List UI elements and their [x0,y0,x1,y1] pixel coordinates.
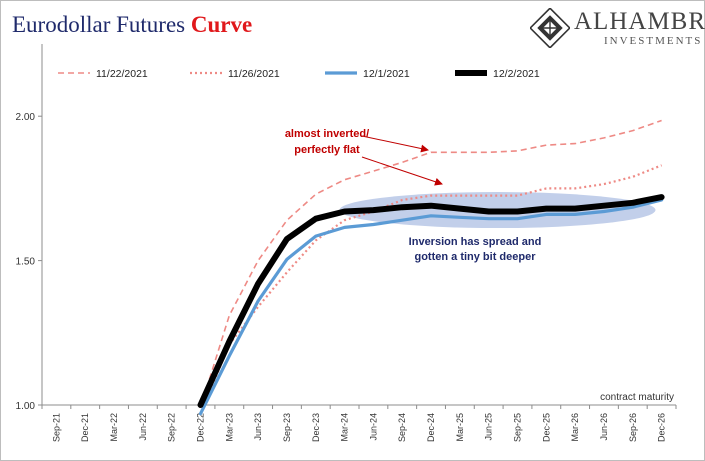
y-tick-label: 1.00 [16,401,36,412]
x-tick-label: Sep-26 [628,413,638,442]
annotation-inversion: Inversion has spread and gotten a tiny bi… [409,236,542,263]
x-tick-label: Jun-23 [253,413,263,441]
x-tick-label: Dec-25 [541,413,551,442]
legend-label: 12/2/2021 [493,68,540,80]
series-line [199,119,662,409]
annotation-inverted: almost inverted/perfectly flat [285,128,369,156]
x-tick-label: Jun-25 [484,413,494,441]
x-tick-label: Sep-21 [51,413,61,442]
legend-label: 12/1/2021 [363,68,410,80]
legend-label: 11/22/2021 [96,68,148,80]
x-axis-label: contract maturity [600,392,674,403]
x-tick-label: Sep-24 [397,413,407,442]
title-main: Eurodollar Futures [12,12,186,37]
annotation-arrow [361,156,443,186]
series-line [197,194,665,408]
y-tick-label: 2.00 [16,112,36,123]
x-tick-label: Mar-24 [340,413,350,442]
x-tick-label: Dec-24 [426,413,436,442]
legend-label: 11/26/2021 [228,68,280,80]
series-line [199,164,663,415]
x-tick-label: Sep-25 [513,413,523,442]
x-tick-label: Jun-24 [368,413,378,441]
x-tick-label: Jun-26 [599,413,609,441]
annotation-line: almost inverted/ [285,128,369,140]
x-tick-label: Jun-22 [138,413,148,441]
chart-title: Eurodollar Futures Curve [12,12,252,38]
x-tick-label: Dec-23 [311,413,321,442]
annotation-line: perfectly flat [294,144,360,156]
brand-logo: ALHAMBRA INVESTMENTS [528,6,705,50]
brand-diamond-icon [530,8,570,48]
x-tick-label: Sep-23 [282,413,292,442]
annotation-line: gotten a tiny bit deeper [414,251,536,263]
title-accent: Curve [190,12,253,37]
annotation-arrow [361,135,429,153]
brand-subtitle: INVESTMENTS [604,35,703,47]
y-tick-label: 1.50 [16,257,36,268]
x-tick-label: Sep-22 [167,413,177,442]
x-tick-label: Dec-26 [657,413,667,442]
x-tick-label: Mar-22 [109,413,119,442]
x-tick-label: Mar-25 [455,413,465,442]
x-tick-label: Mar-26 [570,413,580,442]
x-tick-label: Dec-21 [80,413,90,442]
brand-name: ALHAMBRA [574,8,705,35]
x-tick-label: Dec-22 [196,413,206,442]
x-tick-label: Mar-23 [224,413,234,442]
series-line [198,198,664,416]
annotation-line: Inversion has spread and [409,236,542,248]
